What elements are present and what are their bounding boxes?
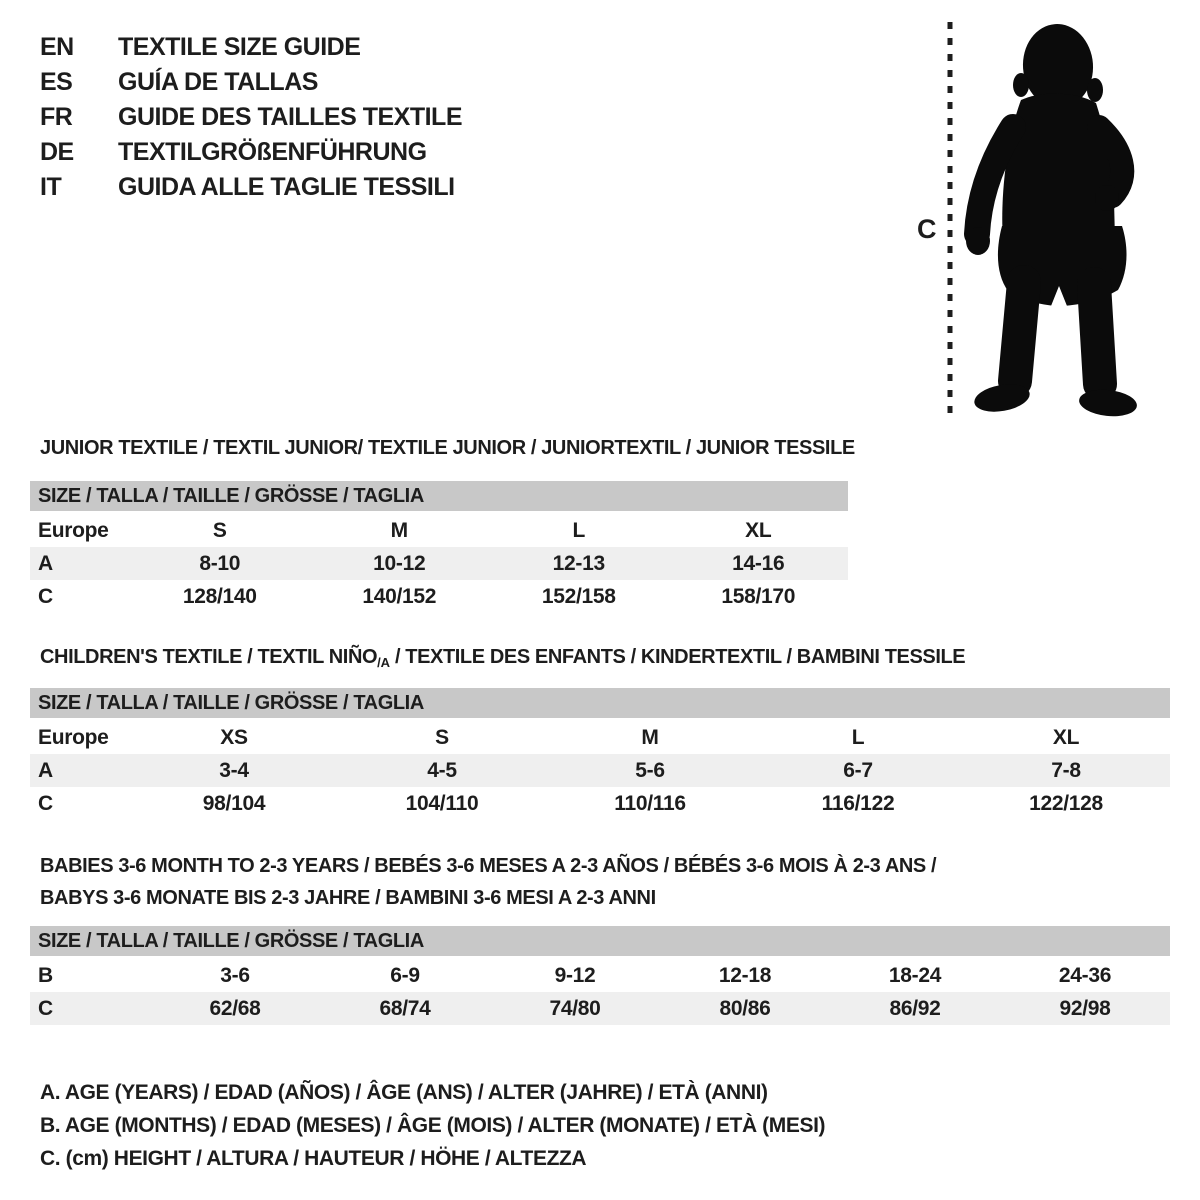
language-title-list: EN TEXTILE SIZE GUIDE ES GUÍA DE TALLAS … [40, 30, 463, 205]
size-cell: S [212, 518, 227, 542]
language-title: GUIDE DES TAILLES TEXTILE [118, 103, 463, 131]
age-cell: 4-5 [427, 758, 457, 782]
table-row-age: A 3-4 4-5 5-6 6-7 7-8 [30, 754, 1170, 787]
height-cell: 62/68 [209, 996, 261, 1020]
row-label: A [38, 551, 53, 575]
height-cell: 86/92 [889, 996, 941, 1020]
months-cell: 3-6 [220, 963, 250, 987]
height-cell: 158/170 [721, 584, 796, 608]
row-label: C [38, 584, 53, 608]
table-row-europe: Europe XS S M L XL [30, 720, 1170, 755]
size-cell: M [641, 725, 659, 749]
junior-size-table: SIZE / TALLA / TAILLE / GRÖSSE / TAGLIA … [30, 481, 848, 613]
age-cell: 12-13 [552, 551, 606, 575]
section-title-junior: JUNIOR TEXTILE / TEXTIL JUNIOR/ TEXTILE … [40, 437, 855, 459]
language-item-de: DE TEXTILGRÖßENFÜHRUNG [40, 135, 462, 170]
row-label: Europe [38, 725, 109, 749]
row-label: C [38, 996, 53, 1020]
size-cell: M [390, 518, 409, 542]
language-title: GUÍA DE TALLAS [118, 68, 318, 96]
section-title-subscript: /A [377, 655, 390, 670]
language-item-en: EN TEXTILE SIZE GUIDE [40, 30, 462, 65]
table-row-age: A 8-10 10-12 12-13 14-16 [30, 547, 848, 580]
children-size-table: SIZE / TALLA / TAILLE / GRÖSSE / TAGLIA … [30, 688, 1170, 820]
months-cell: 9-12 [554, 963, 596, 987]
height-cell: 110/116 [614, 791, 686, 815]
size-cell: XS [220, 725, 248, 749]
section-title-line1: BABIES 3-6 MONTH TO 2-3 YEARS / BEBÉS 3-… [40, 855, 937, 877]
legend-height-cm: C. (cm) HEIGHT / ALTURA / HAUTEUR / HÖHE… [40, 1146, 587, 1170]
size-cell: L [572, 518, 586, 542]
language-item-it: IT GUIDA ALLE TAGLIE TESSILI [40, 170, 462, 205]
language-title: GUIDA ALLE TAGLIE TESSILI [118, 173, 455, 201]
height-cell: 80/86 [719, 996, 771, 1020]
height-cell: 104/110 [405, 791, 479, 815]
table-row-height: C 128/140 140/152 152/158 158/170 [30, 580, 848, 613]
language-code: IT [40, 173, 62, 201]
height-cell: 68/74 [379, 996, 431, 1020]
row-label: B [38, 963, 53, 987]
months-cell: 12-18 [718, 963, 772, 987]
row-label: C [38, 791, 53, 815]
age-cell: 8-10 [199, 551, 241, 575]
age-cell: 3-4 [219, 758, 249, 782]
height-cell: 74/80 [549, 996, 601, 1020]
size-header: SIZE / TALLA / TAILLE / GRÖSSE / TAGLIA [30, 481, 848, 514]
language-item-fr: FR GUIDE DES TAILLES TEXTILE [40, 100, 463, 135]
row-label: Europe [38, 518, 109, 542]
section-title-babies: BABIES 3-6 MONTH TO 2-3 YEARS / BEBÉS 3-… [40, 850, 937, 914]
toddler-silhouette-figure [947, 22, 1137, 417]
age-cell: 5-6 [635, 758, 665, 782]
toddler-silhouette-icon [964, 24, 1137, 417]
age-cell: 6-7 [843, 758, 873, 782]
size-cell: L [851, 725, 865, 749]
height-cell: 116/122 [821, 791, 895, 815]
table-row-height: C 98/104 104/110 110/116 116/122 122/128 [30, 787, 1170, 820]
size-cell: XL [745, 518, 772, 542]
language-code: EN [40, 33, 74, 61]
babies-size-table: SIZE / TALLA / TAILLE / GRÖSSE / TAGLIA … [30, 926, 1170, 1025]
age-cell: 7-8 [1051, 758, 1081, 782]
height-measure-label: C [917, 214, 937, 244]
section-title-children: CHILDREN'S TEXTILE / TEXTIL NIÑO/A / TEX… [40, 646, 966, 670]
size-cell: S [435, 725, 449, 749]
age-cell: 10-12 [373, 551, 426, 575]
height-cell: 152/158 [541, 584, 616, 608]
months-cell: 18-24 [888, 963, 942, 987]
months-cell: 6-9 [390, 963, 420, 987]
legend-age-years: A. AGE (YEARS) / EDAD (AÑOS) / ÂGE (ANS)… [40, 1080, 768, 1104]
months-cell: 24-36 [1058, 963, 1112, 987]
height-cell: 92/98 [1059, 996, 1111, 1020]
section-title-line2: BABYS 3-6 MONATE BIS 2-3 JAHRE / BAMBINI… [40, 887, 656, 909]
height-cell: 98/104 [202, 791, 266, 815]
size-header: SIZE / TALLA / TAILLE / GRÖSSE / TAGLIA [30, 688, 1170, 721]
height-cell: 128/140 [182, 584, 257, 608]
language-item-es: ES GUÍA DE TALLAS [40, 65, 462, 100]
language-code: ES [40, 68, 73, 96]
table-row-height: C 62/68 68/74 74/80 80/86 86/92 92/98 [30, 992, 1170, 1025]
row-label: A [38, 758, 53, 782]
table-row-months: B 3-6 6-9 9-12 12-18 18-24 24-36 [30, 958, 1170, 993]
measure-legend: A. AGE (YEARS) / EDAD (AÑOS) / ÂGE (ANS)… [40, 1076, 826, 1175]
table-row-europe: Europe S M L XL [30, 513, 848, 548]
height-cell: 122/128 [1029, 791, 1103, 815]
section-title-text: CHILDREN'S TEXTILE / TEXTIL NIÑO [40, 646, 378, 668]
size-header: SIZE / TALLA / TAILLE / GRÖSSE / TAGLIA [30, 926, 1170, 959]
height-cell: 140/152 [362, 584, 437, 608]
language-title: TEXTILE SIZE GUIDE [118, 33, 361, 61]
language-code: DE [40, 138, 74, 166]
language-code: FR [40, 103, 73, 131]
size-cell: XL [1052, 725, 1080, 749]
legend-age-months: B. AGE (MONTHS) / EDAD (MESES) / ÂGE (MO… [40, 1113, 826, 1137]
section-title-text: / TEXTILE DES ENFANTS / KINDERTEXTIL / B… [389, 646, 966, 668]
language-title: TEXTILGRÖßENFÜHRUNG [118, 138, 427, 166]
age-cell: 14-16 [732, 551, 785, 575]
